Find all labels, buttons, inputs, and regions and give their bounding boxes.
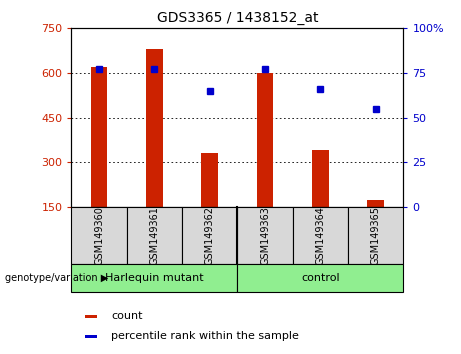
Text: genotype/variation ▶: genotype/variation ▶ xyxy=(5,273,108,283)
Text: Harlequin mutant: Harlequin mutant xyxy=(105,273,204,283)
Bar xyxy=(127,207,182,264)
Bar xyxy=(85,335,97,338)
Text: GSM149364: GSM149364 xyxy=(315,206,325,265)
Bar xyxy=(71,264,237,292)
Text: GSM149365: GSM149365 xyxy=(371,206,381,265)
Bar xyxy=(85,315,97,318)
Bar xyxy=(201,154,218,207)
Bar xyxy=(312,150,329,207)
Bar xyxy=(293,207,348,264)
Bar xyxy=(367,200,384,207)
Bar xyxy=(182,207,237,264)
Bar xyxy=(71,207,127,264)
Text: GSM149361: GSM149361 xyxy=(149,206,160,265)
Text: GSM149362: GSM149362 xyxy=(205,206,215,265)
Bar xyxy=(257,73,273,207)
Text: percentile rank within the sample: percentile rank within the sample xyxy=(111,331,299,341)
Bar xyxy=(146,49,163,207)
Bar xyxy=(237,207,293,264)
Bar xyxy=(237,264,403,292)
Title: GDS3365 / 1438152_at: GDS3365 / 1438152_at xyxy=(157,11,318,24)
Text: count: count xyxy=(111,311,143,321)
Text: GSM149360: GSM149360 xyxy=(94,206,104,265)
Bar xyxy=(91,67,107,207)
Bar xyxy=(348,207,403,264)
Text: GSM149363: GSM149363 xyxy=(260,206,270,265)
Text: control: control xyxy=(301,273,340,283)
